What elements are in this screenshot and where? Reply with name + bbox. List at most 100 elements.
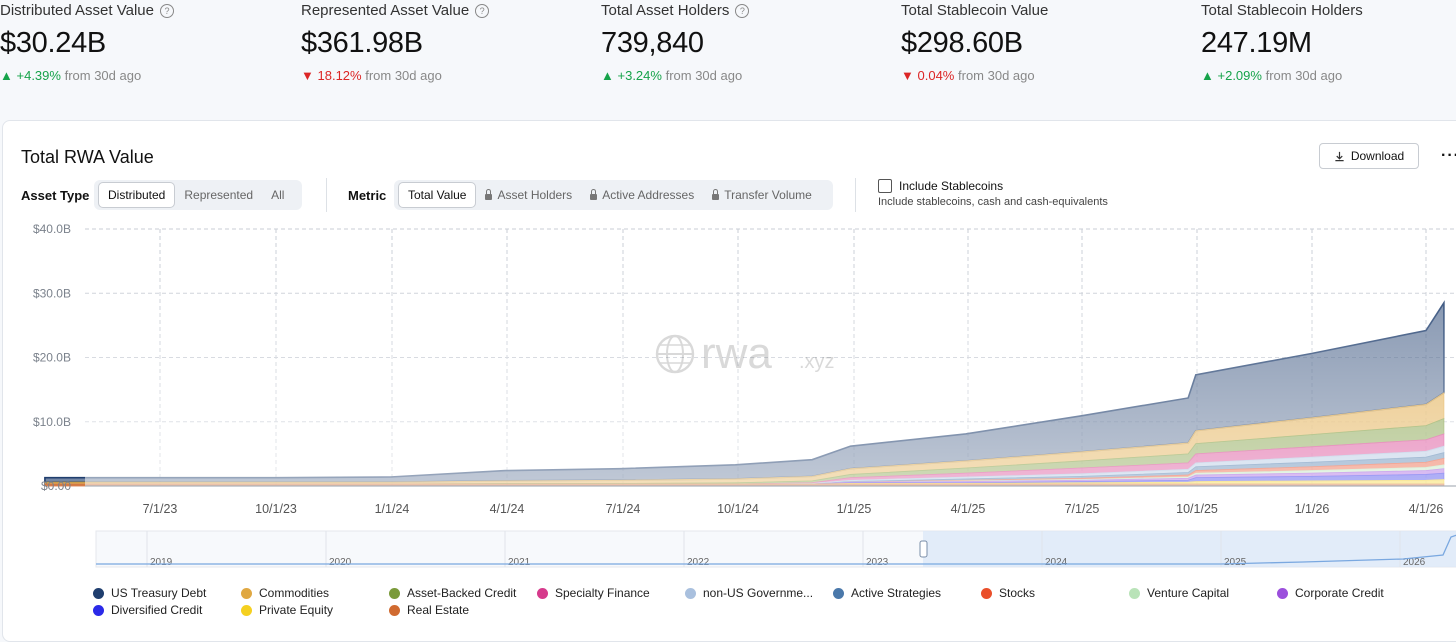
navigator-year-label: 2026	[1403, 557, 1426, 568]
legend-item[interactable]: US Treasury Debt	[93, 586, 206, 600]
include-stablecoins-label: Include Stablecoins	[899, 179, 1004, 193]
stat-card: Total Stablecoin Holders 247.19M ▲ +2.09% …	[1201, 2, 1363, 83]
option-label: Transfer Volume	[724, 188, 812, 202]
option-label: Active Addresses	[602, 188, 695, 202]
stat-delta: +2.09%	[1217, 68, 1262, 83]
stat-label-row: Total Asset Holders?	[601, 2, 750, 19]
stat-label-row: Total Stablecoin Value	[901, 2, 1048, 19]
legend-item[interactable]: Commodities	[241, 586, 329, 600]
stat-delta-arrow-icon: ▲	[0, 68, 13, 83]
option-label: Distributed	[108, 188, 166, 202]
legend-item[interactable]: Active Strategies	[833, 586, 941, 600]
legend-swatch	[389, 604, 400, 616]
stat-delta-row: ▲ +3.24% from 30d ago	[601, 68, 749, 83]
stat-delta-suffix: from 30d ago	[1265, 68, 1343, 83]
stat-delta-row: ▲ +2.09% from 30d ago	[1201, 68, 1363, 83]
x-tick-label: 7/1/23	[143, 502, 178, 516]
y-tick-label: $30.0B	[33, 286, 71, 300]
navigator-selection	[923, 531, 1456, 567]
stat-delta: 18.12%	[317, 68, 362, 83]
stat-value: 739,840	[601, 27, 704, 59]
option-label: All	[271, 188, 285, 202]
stat-delta-arrow-icon: ▲	[601, 68, 614, 83]
stat-value: $361.98B	[301, 27, 423, 59]
navigator-year-label: 2024	[1045, 557, 1068, 568]
legend-label: Stocks	[999, 586, 1036, 600]
stat-delta-row: ▲ +4.39% from 30d ago	[0, 68, 174, 83]
legend-item[interactable]: Corporate Credit	[1277, 586, 1384, 600]
legend-swatch	[93, 587, 104, 599]
divider	[326, 178, 327, 212]
stat-value: 247.19M	[1201, 27, 1312, 59]
legend-swatch	[241, 587, 252, 599]
legend-label: Private Equity	[259, 603, 334, 617]
navigator-year-label: 2019	[150, 557, 173, 568]
x-tick-label: 7/1/24	[606, 502, 641, 516]
stat-delta: 0.04%	[917, 68, 955, 83]
x-tick-label: 10/1/23	[255, 502, 297, 516]
help-icon[interactable]: ?	[475, 3, 490, 18]
option-asset-holders[interactable]: Asset Holders	[476, 183, 581, 207]
x-tick-label: 10/1/25	[1176, 502, 1218, 516]
y-axis: $0.00 $10.0B $20.0B $30.0B $40.0B	[33, 222, 71, 493]
legend-label: Corporate Credit	[1295, 586, 1384, 600]
legend-label: Diversified Credit	[111, 603, 203, 617]
legend-label: Venture Capital	[1147, 586, 1230, 600]
legend-label: Active Strategies	[851, 586, 942, 600]
stat-delta: +4.39%	[16, 68, 61, 83]
lock-icon	[712, 188, 720, 200]
option-all[interactable]: All	[262, 183, 293, 207]
download-icon	[1335, 151, 1344, 161]
navigator-year-label: 2020	[329, 557, 352, 568]
include-stablecoins-checkbox[interactable]	[878, 179, 892, 193]
help-icon[interactable]: ?	[735, 3, 750, 18]
legend-item[interactable]: Specialty Finance	[537, 586, 650, 600]
watermark: rwa .xyz	[655, 329, 835, 378]
divider	[855, 178, 856, 212]
legend-item[interactable]: Real Estate	[389, 603, 469, 617]
stat-delta-suffix: from 30d ago	[365, 68, 442, 83]
option-transfer-volume[interactable]: Transfer Volume	[703, 183, 821, 207]
x-tick-label: 4/1/26	[1409, 502, 1444, 516]
option-label: Asset Holders	[497, 188, 573, 202]
legend-item[interactable]: Diversified Credit	[93, 603, 202, 617]
stat-delta-arrow-icon: ▼	[901, 68, 914, 83]
option-active-addresses[interactable]: Active Addresses	[581, 183, 703, 207]
legend-swatch	[241, 604, 252, 616]
stacked-areas	[44, 229, 1456, 487]
legend-label: Specialty Finance	[555, 586, 650, 600]
navigator-year-label: 2022	[687, 557, 710, 568]
stat-label-row: Distributed Asset Value?	[0, 2, 174, 19]
legend-swatch	[389, 587, 400, 599]
asset-type-selector: Distributed Represented All	[94, 180, 302, 210]
option-total-value[interactable]: Total Value	[398, 182, 477, 208]
legend-item[interactable]: Asset-Backed Credit	[389, 586, 516, 600]
legend-item[interactable]: Stocks	[981, 586, 1035, 600]
help-icon[interactable]: ?	[159, 3, 174, 18]
legend-item[interactable]: non-US Governme...	[685, 586, 813, 600]
range-navigator[interactable]: 2019 2020 2021 2022 2023 2024 2025 2026	[95, 530, 1456, 568]
stat-value: $298.60B	[901, 27, 1023, 59]
legend-label: US Treasury Debt	[111, 586, 207, 600]
y-tick-label: $0.00	[41, 479, 71, 493]
stats-bar: Distributed Asset Value? $30.24B ▲ +4.39% …	[0, 0, 1456, 110]
x-axis: 7/1/23 10/1/23 1/1/24 4/1/24 7/1/24 10/1/24 1/…	[143, 502, 1444, 516]
option-label: Total Value	[408, 188, 467, 202]
option-represented[interactable]: Represented	[175, 183, 262, 207]
rwa-value-card: Total RWA Value Download ··· Asset Type …	[2, 120, 1456, 642]
legend-swatch	[1277, 587, 1288, 599]
legend-swatch	[1129, 587, 1140, 599]
include-stablecoins-desc: Include stablecoins, cash and cash-equiv…	[878, 196, 1108, 208]
legend-label: Commodities	[259, 586, 330, 600]
legend-item[interactable]: Venture Capital	[1129, 586, 1229, 600]
legend-item[interactable]: Private Equity	[241, 603, 333, 617]
navigator-handle-left	[919, 540, 928, 558]
more-options-icon[interactable]: ···	[1441, 147, 1456, 164]
watermark-text: rwa	[701, 329, 772, 378]
include-stablecoins[interactable]: Include Stablecoins Include stablecoins,…	[878, 179, 1108, 208]
stat-card: Distributed Asset Value? $30.24B ▲ +4.39% …	[0, 2, 174, 83]
option-distributed[interactable]: Distributed	[98, 182, 176, 208]
download-button[interactable]: Download	[1319, 143, 1419, 169]
rwa-area-chart[interactable]: $0.00 $10.0B $20.0B $30.0B $40.0B 7/1/23 10/1…	[3, 121, 1456, 581]
x-tick-label: 1/1/25	[837, 502, 872, 516]
